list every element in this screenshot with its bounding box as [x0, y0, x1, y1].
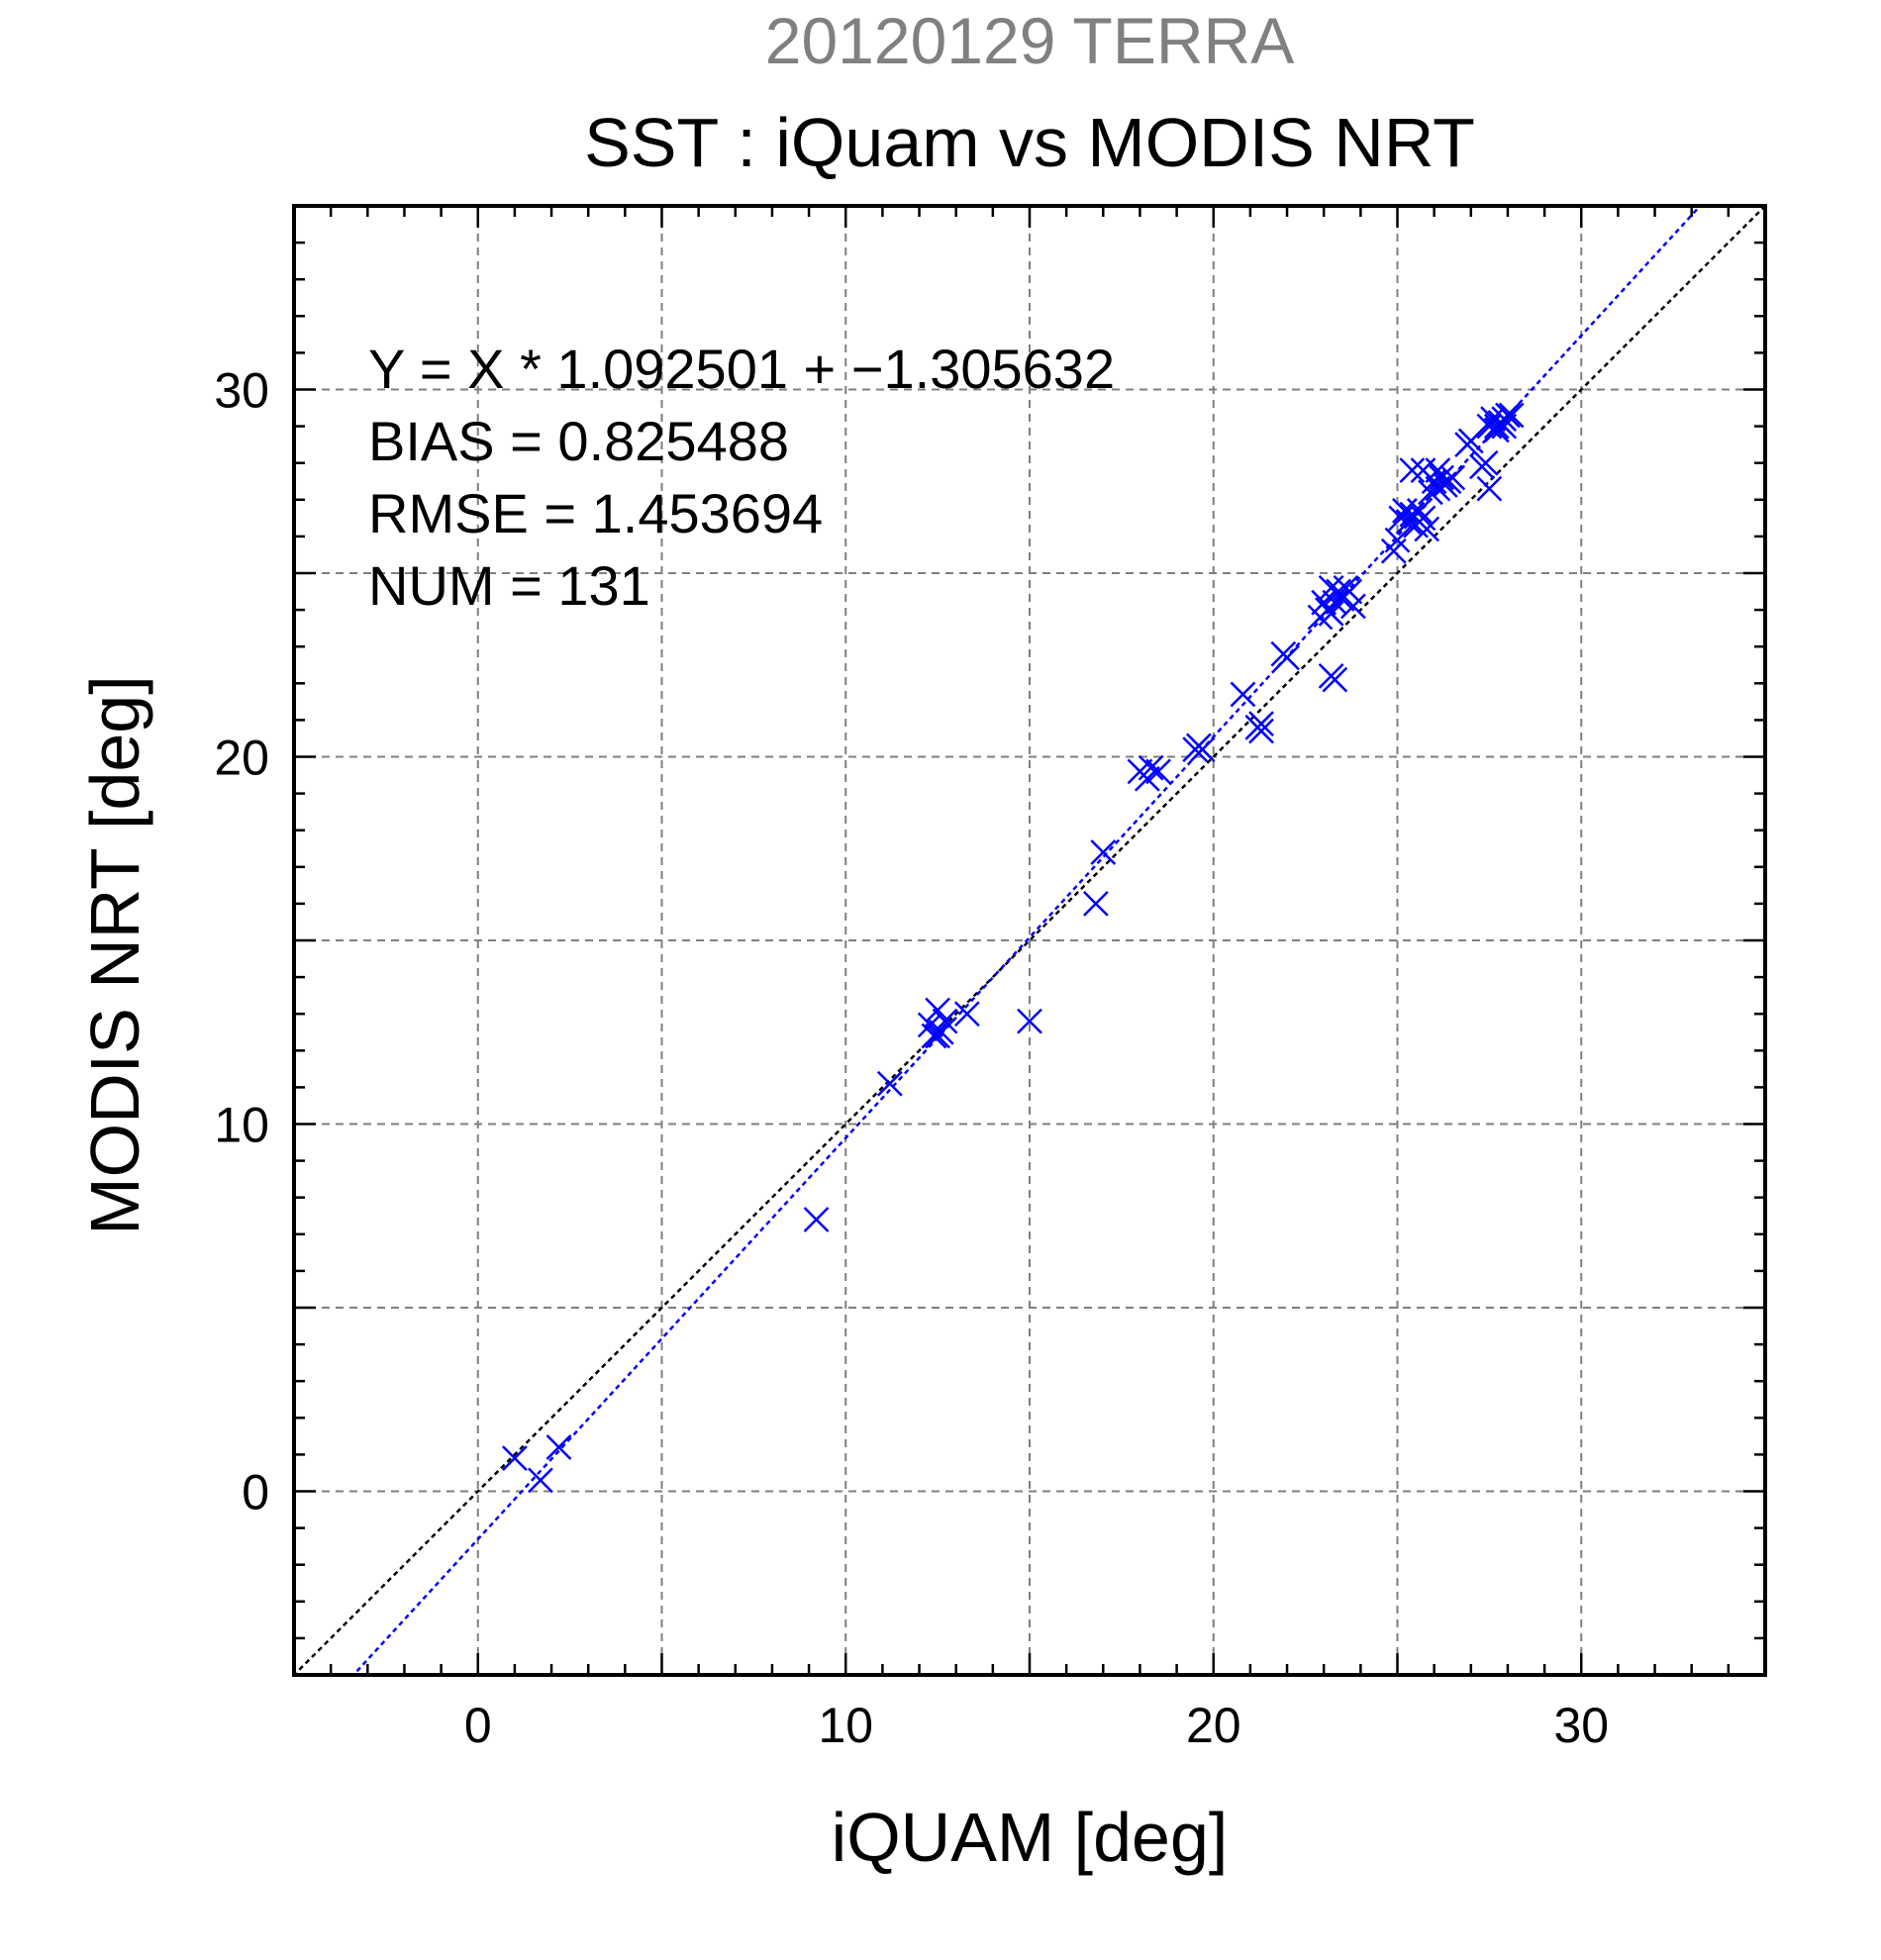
- data-point: [1457, 428, 1484, 454]
- data-point: [1384, 527, 1411, 553]
- regression-stats: Y = X * 1.092501 + −1.305632 BIAS = 0.825…: [368, 338, 1115, 617]
- y-tick-labels: 0 10 20 30: [214, 363, 269, 1520]
- axis-ticks: [294, 206, 1765, 1675]
- x-tick-label: 0: [464, 1698, 492, 1753]
- data-point: [1425, 457, 1451, 484]
- grid: [294, 206, 1765, 1675]
- y-tick-label: 20: [214, 731, 269, 786]
- data-point: [1322, 666, 1348, 693]
- x-tick-label: 10: [818, 1698, 873, 1753]
- x-tick-labels: 0 10 20 30: [464, 1698, 1609, 1753]
- x-tick-label: 30: [1553, 1698, 1609, 1753]
- fit-line: [351, 206, 1703, 1675]
- data-points: [502, 402, 1525, 1494]
- data-point: [1082, 891, 1109, 917]
- y-tick-label: 0: [242, 1465, 269, 1520]
- y-tick-label: 30: [214, 363, 269, 419]
- data-point: [1138, 754, 1164, 781]
- data-point: [1472, 449, 1499, 476]
- data-point: [1491, 413, 1518, 440]
- data-point: [803, 1207, 830, 1232]
- data-point: [1483, 417, 1510, 443]
- identity-line: [294, 206, 1765, 1675]
- data-point: [545, 1434, 572, 1460]
- y-tick-label: 10: [214, 1098, 269, 1153]
- data-point: [921, 1023, 947, 1049]
- x-axis-label: iQUAM [deg]: [832, 1799, 1229, 1876]
- data-point: [1248, 718, 1274, 744]
- data-point: [1429, 464, 1454, 491]
- data-point: [528, 1467, 553, 1494]
- data-point: [1274, 644, 1300, 671]
- data-point: [1340, 593, 1366, 620]
- data-point: [876, 1070, 903, 1097]
- data-point: [1090, 839, 1117, 865]
- data-point: [925, 997, 951, 1024]
- stats-line: Y = X * 1.092501 + −1.305632: [368, 338, 1115, 400]
- chart-subtitle: 20120129 TERRA: [765, 4, 1294, 77]
- stats-line: BIAS = 0.825488: [368, 410, 789, 472]
- chart-title: SST : iQuam vs MODIS NRT: [584, 104, 1475, 181]
- data-point: [932, 1008, 958, 1034]
- y-axis-label: MODIS NRT [deg]: [76, 675, 153, 1234]
- data-point: [1439, 464, 1466, 491]
- data-point: [1189, 736, 1216, 762]
- data-point: [1406, 498, 1433, 524]
- data-point: [953, 1001, 980, 1028]
- data-point: [1230, 681, 1256, 708]
- data-point: [502, 1445, 528, 1471]
- data-point: [1017, 1008, 1042, 1034]
- reference-lines: [294, 206, 1765, 1675]
- stats-line: RMSE = 1.453694: [368, 482, 823, 544]
- data-point: [1336, 578, 1363, 605]
- stats-line: NUM = 131: [368, 554, 650, 617]
- data-point: [1476, 475, 1503, 502]
- data-point: [1248, 711, 1274, 736]
- data-point: [1145, 758, 1171, 785]
- x-tick-label: 20: [1186, 1698, 1241, 1753]
- data-point: [1414, 516, 1440, 542]
- data-point: [1399, 457, 1426, 484]
